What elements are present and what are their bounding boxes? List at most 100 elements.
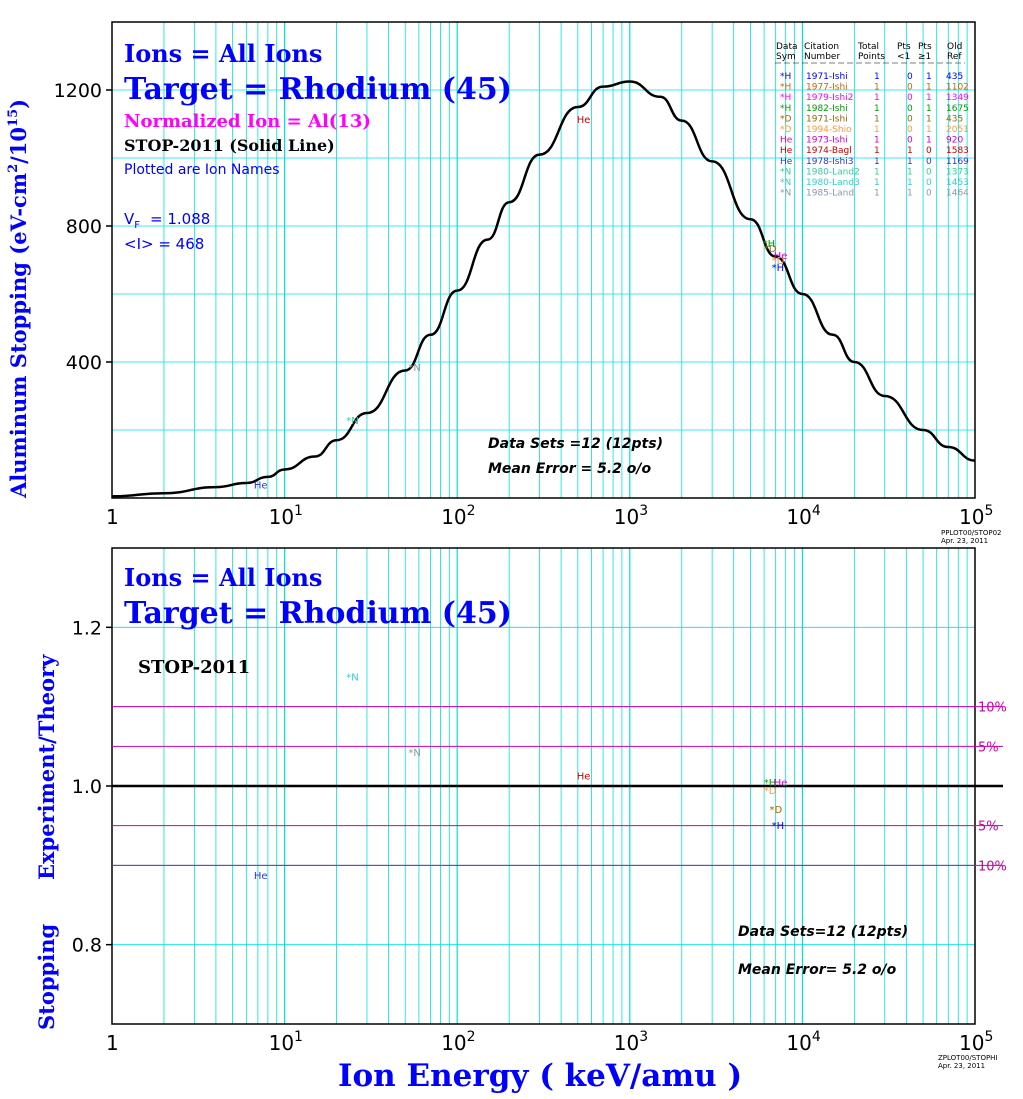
legend-cell: 0 xyxy=(907,136,913,146)
plotted-ion-names-label: Plotted are Ion Names xyxy=(124,162,280,178)
legend-cell: 0 xyxy=(907,83,913,93)
legend-cell: 435 xyxy=(946,114,963,124)
x-tick-label: 105 xyxy=(959,1029,993,1055)
data-point-label: *H xyxy=(763,239,776,250)
legend-cell: 1979-Ishi2 xyxy=(806,93,853,103)
data-point-label: He xyxy=(254,480,268,491)
reference-line-label: 10% xyxy=(978,701,1007,716)
bottom-y-axis-label-a: Stopping xyxy=(34,924,59,1030)
x-tick-label: 103 xyxy=(614,503,648,529)
legend-cell: 0 xyxy=(926,189,932,199)
data-point-label: *N xyxy=(346,673,358,684)
bottom-y-axis-label-b: Experiment/Theory xyxy=(34,654,59,880)
bottom-y-ticks: 0.8 1.0 1.2 xyxy=(72,617,112,957)
legend-cell: 1 xyxy=(874,83,880,93)
x-tick-label: 104 xyxy=(786,1029,820,1055)
legend-cell: He xyxy=(780,157,793,167)
legend-cell: 1971-Ishi xyxy=(806,114,848,124)
top-stamp-1: PPLOT00/STOP02 xyxy=(941,529,1002,537)
legend-cell: 1 xyxy=(874,93,880,103)
legend-cell: 1 xyxy=(874,114,880,124)
x-axis-label: Ion Energy ( keV/amu ) xyxy=(338,1058,742,1094)
legend-cell: *H xyxy=(780,72,791,82)
bottom-stamp-2: Apr. 23, 2011 xyxy=(938,1062,985,1070)
legend-cell: 1 xyxy=(926,125,932,135)
legend-cell: 1 xyxy=(926,114,932,124)
legend-cell: 0 xyxy=(926,146,932,156)
normalized-ion-label: Normalized Ion = Al(13) xyxy=(124,111,371,132)
legend-cell: 1980-Land3 xyxy=(806,178,860,188)
legend-cell: 0 xyxy=(907,125,913,135)
legend-cell: *N xyxy=(780,189,791,199)
data-point-label: *D xyxy=(769,805,782,816)
legend-cell: *D xyxy=(780,114,792,124)
legend-cell: 1 xyxy=(874,125,880,135)
legend-cell: 1 xyxy=(926,136,932,146)
top-y-axis-label: Aluminum Stopping (eV-cm2/1015) xyxy=(6,99,31,499)
data-point-label: *H xyxy=(772,263,785,274)
top-ions-label: Ions = All Ions xyxy=(124,39,322,68)
legend-cell: 1 xyxy=(926,83,932,93)
bottom-mean-error-label: Mean Error= 5.2 o/o xyxy=(738,962,897,978)
legend-header: Points xyxy=(858,52,885,62)
legend-cell: 1985-Land xyxy=(806,189,854,199)
legend-cell: 1 xyxy=(907,167,913,177)
top-datasets-label: Data Sets =12 (12pts) xyxy=(488,436,663,452)
legend-cell: 2051 xyxy=(946,125,969,135)
vf-label: VF = 1.088 xyxy=(124,210,210,231)
top-stamp-2: Apr. 23, 2011 xyxy=(941,537,988,545)
legend-cell: 1 xyxy=(907,146,913,156)
x-tick-label: 1 xyxy=(106,1031,119,1055)
legend-header: <1 xyxy=(897,52,910,62)
legend: DataSymCitationNumberTotalPointsPts<1Pts… xyxy=(775,42,969,199)
legend-cell: 1 xyxy=(874,178,880,188)
x-tick-label: 102 xyxy=(441,503,475,529)
legend-header: Data xyxy=(776,42,798,52)
legend-cell: 435 xyxy=(946,72,963,82)
legend-cell: He xyxy=(780,136,793,146)
y-tick-label: 1.2 xyxy=(72,617,102,639)
legend-cell: 1583 xyxy=(946,146,969,156)
data-point-label: *H xyxy=(764,778,777,789)
legend-cell: 1 xyxy=(874,189,880,199)
legend-cell: 1 xyxy=(874,167,880,177)
legend-cell: *N xyxy=(780,178,791,188)
legend-cell: 1102 xyxy=(946,83,969,93)
legend-cell: 1 xyxy=(874,157,880,167)
legend-cell: 0 xyxy=(907,114,913,124)
legend-header: Total xyxy=(857,42,879,52)
legend-cell: *D xyxy=(780,125,792,135)
legend-cell: 1 xyxy=(907,157,913,167)
x-tick-label: 105 xyxy=(959,503,993,529)
x-tick-label: 1 xyxy=(106,505,119,529)
legend-cell: 1 xyxy=(907,178,913,188)
x-tick-label: 101 xyxy=(269,503,303,529)
bottom-stamp-1: ZPLOT00/STOPHI xyxy=(938,1054,998,1062)
legend-cell: 1 xyxy=(907,189,913,199)
data-point-label: He xyxy=(774,251,788,262)
data-point-label: *H xyxy=(772,821,785,832)
legend-cell: 1675 xyxy=(946,104,969,114)
legend-cell: 0 xyxy=(907,93,913,103)
stop-solid-line-label: STOP-2011 (Solid Line) xyxy=(124,136,335,155)
legend-cell: 0 xyxy=(926,157,932,167)
top-y-ticks: 400 800 1200 xyxy=(54,80,112,374)
legend-cell: *H xyxy=(780,93,791,103)
legend-cell: 0 xyxy=(907,104,913,114)
top-x-tick-labels: 1 101 102 103 104 105 xyxy=(106,503,993,529)
legend-cell: *H xyxy=(780,83,791,93)
x-tick-label: 104 xyxy=(786,503,820,529)
x-tick-label: 101 xyxy=(269,1029,303,1055)
data-point-label: *N xyxy=(346,416,358,427)
legend-cell: 0 xyxy=(926,167,932,177)
legend-cell: *H xyxy=(780,104,791,114)
legend-header: Old xyxy=(947,42,962,52)
legend-header: Pts xyxy=(918,42,932,52)
data-point-label: *N xyxy=(408,748,420,759)
legend-cell: 1464 xyxy=(946,189,969,199)
y-tick-label: 400 xyxy=(66,352,102,374)
legend-header: Sym xyxy=(776,52,796,62)
legend-cell: 1982-Ishi xyxy=(806,104,848,114)
legend-cell: 1373 xyxy=(946,167,969,177)
